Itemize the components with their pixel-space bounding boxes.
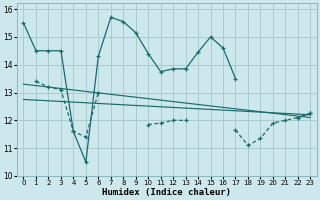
X-axis label: Humidex (Indice chaleur): Humidex (Indice chaleur) (102, 188, 231, 197)
